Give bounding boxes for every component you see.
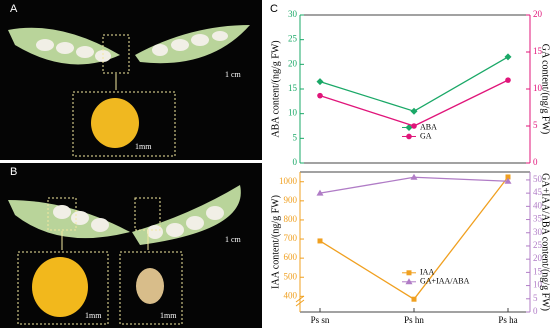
- marker: [411, 296, 417, 302]
- marker: [410, 173, 418, 180]
- y2-tick-label: 10: [533, 280, 543, 290]
- marker: [317, 238, 323, 244]
- x-tick-label: Ps ha: [498, 315, 517, 325]
- marker: [411, 123, 417, 129]
- seed-zoom: [32, 257, 88, 317]
- y-tick-label: 1000: [279, 176, 298, 186]
- series-line: [319, 176, 509, 301]
- panel-label: B: [10, 166, 17, 178]
- y-axis-title: IAA content/(ng/g FW): [270, 195, 281, 289]
- seed-zoom: [136, 268, 164, 304]
- marker: [406, 133, 412, 140]
- callout-box: [134, 197, 161, 231]
- series-line: [319, 79, 509, 127]
- marker: [505, 174, 511, 180]
- panel-label: C: [270, 3, 278, 15]
- y2-tick-label: 0: [533, 157, 538, 167]
- series-line: [319, 56, 509, 112]
- callout-box: [102, 34, 130, 74]
- scale-bar-label: 1mm: [160, 311, 177, 320]
- marker: [406, 270, 412, 276]
- y2-axis-title: GA+IAA/ABA content/(ng/g FW): [540, 173, 550, 311]
- y2-tick-label: 45: [533, 187, 543, 197]
- legend-label: ABA: [420, 122, 437, 131]
- zoom-box: [72, 91, 176, 157]
- y2-tick-label: 30: [533, 227, 543, 237]
- marker: [410, 107, 418, 115]
- y-tick-label: 600: [284, 252, 298, 262]
- zoom-box: [119, 251, 183, 325]
- y-tick-label: 500: [284, 271, 298, 281]
- y-tick-label: 900: [284, 195, 298, 205]
- scale-bar-label: 1 cm: [225, 70, 242, 79]
- y2-tick-label: 25: [533, 240, 543, 250]
- panel-label: A: [10, 3, 18, 15]
- y-tick-label: 800: [284, 214, 298, 224]
- y2-axis-title: GA content/(ng/g FW): [540, 44, 550, 135]
- y-tick-label: 700: [284, 233, 298, 243]
- legend-label: GA: [420, 131, 432, 140]
- seed-zoom: [91, 98, 139, 148]
- y2-tick-label: 15: [533, 46, 543, 56]
- y2-tick-label: 35: [533, 214, 543, 224]
- marker: [504, 53, 512, 61]
- x-tick-label: Ps hn: [404, 315, 424, 325]
- y-tick-label: 0: [293, 157, 298, 167]
- scale-bar-label: 1mm: [135, 142, 152, 151]
- marker: [405, 278, 413, 285]
- y2-tick-label: 15: [533, 266, 543, 276]
- y2-tick-label: 5: [533, 120, 538, 130]
- y-axis-title: ABA content/(ng/g FW): [270, 40, 281, 137]
- callout-box: [47, 197, 77, 231]
- y-tick-label: 5: [293, 132, 298, 142]
- marker: [316, 189, 324, 196]
- y-tick-label: 10: [288, 108, 298, 118]
- y2-tick-label: 50: [533, 174, 543, 184]
- seeds: [36, 31, 228, 62]
- y2-tick-label: 5: [533, 293, 538, 303]
- zoom-box: [17, 251, 109, 325]
- marker: [504, 177, 512, 184]
- y-tick-label: 20: [288, 58, 298, 68]
- marker: [505, 77, 511, 83]
- legend-label: GA+IAA/ABA: [420, 277, 470, 286]
- y-tick-label: 30: [288, 9, 298, 19]
- y2-tick-label: 40: [533, 200, 543, 210]
- y2-tick-label: 10: [533, 83, 543, 93]
- marker: [317, 92, 323, 99]
- scale-bar-label: 1 cm: [225, 235, 242, 244]
- legend-label: IAA: [420, 268, 434, 277]
- marker: [405, 123, 413, 131]
- y-tick-label: 15: [288, 83, 298, 93]
- y2-tick-label: 0: [533, 306, 538, 316]
- y2-tick-label: 20: [533, 9, 543, 19]
- x-tick-label: Ps sn: [311, 315, 330, 325]
- y2-tick-label: 20: [533, 253, 543, 263]
- y-tick-label: 400: [284, 290, 298, 300]
- marker: [316, 78, 324, 86]
- y-tick-label: 25: [288, 34, 298, 44]
- scale-bar-label: 1mm: [85, 311, 102, 320]
